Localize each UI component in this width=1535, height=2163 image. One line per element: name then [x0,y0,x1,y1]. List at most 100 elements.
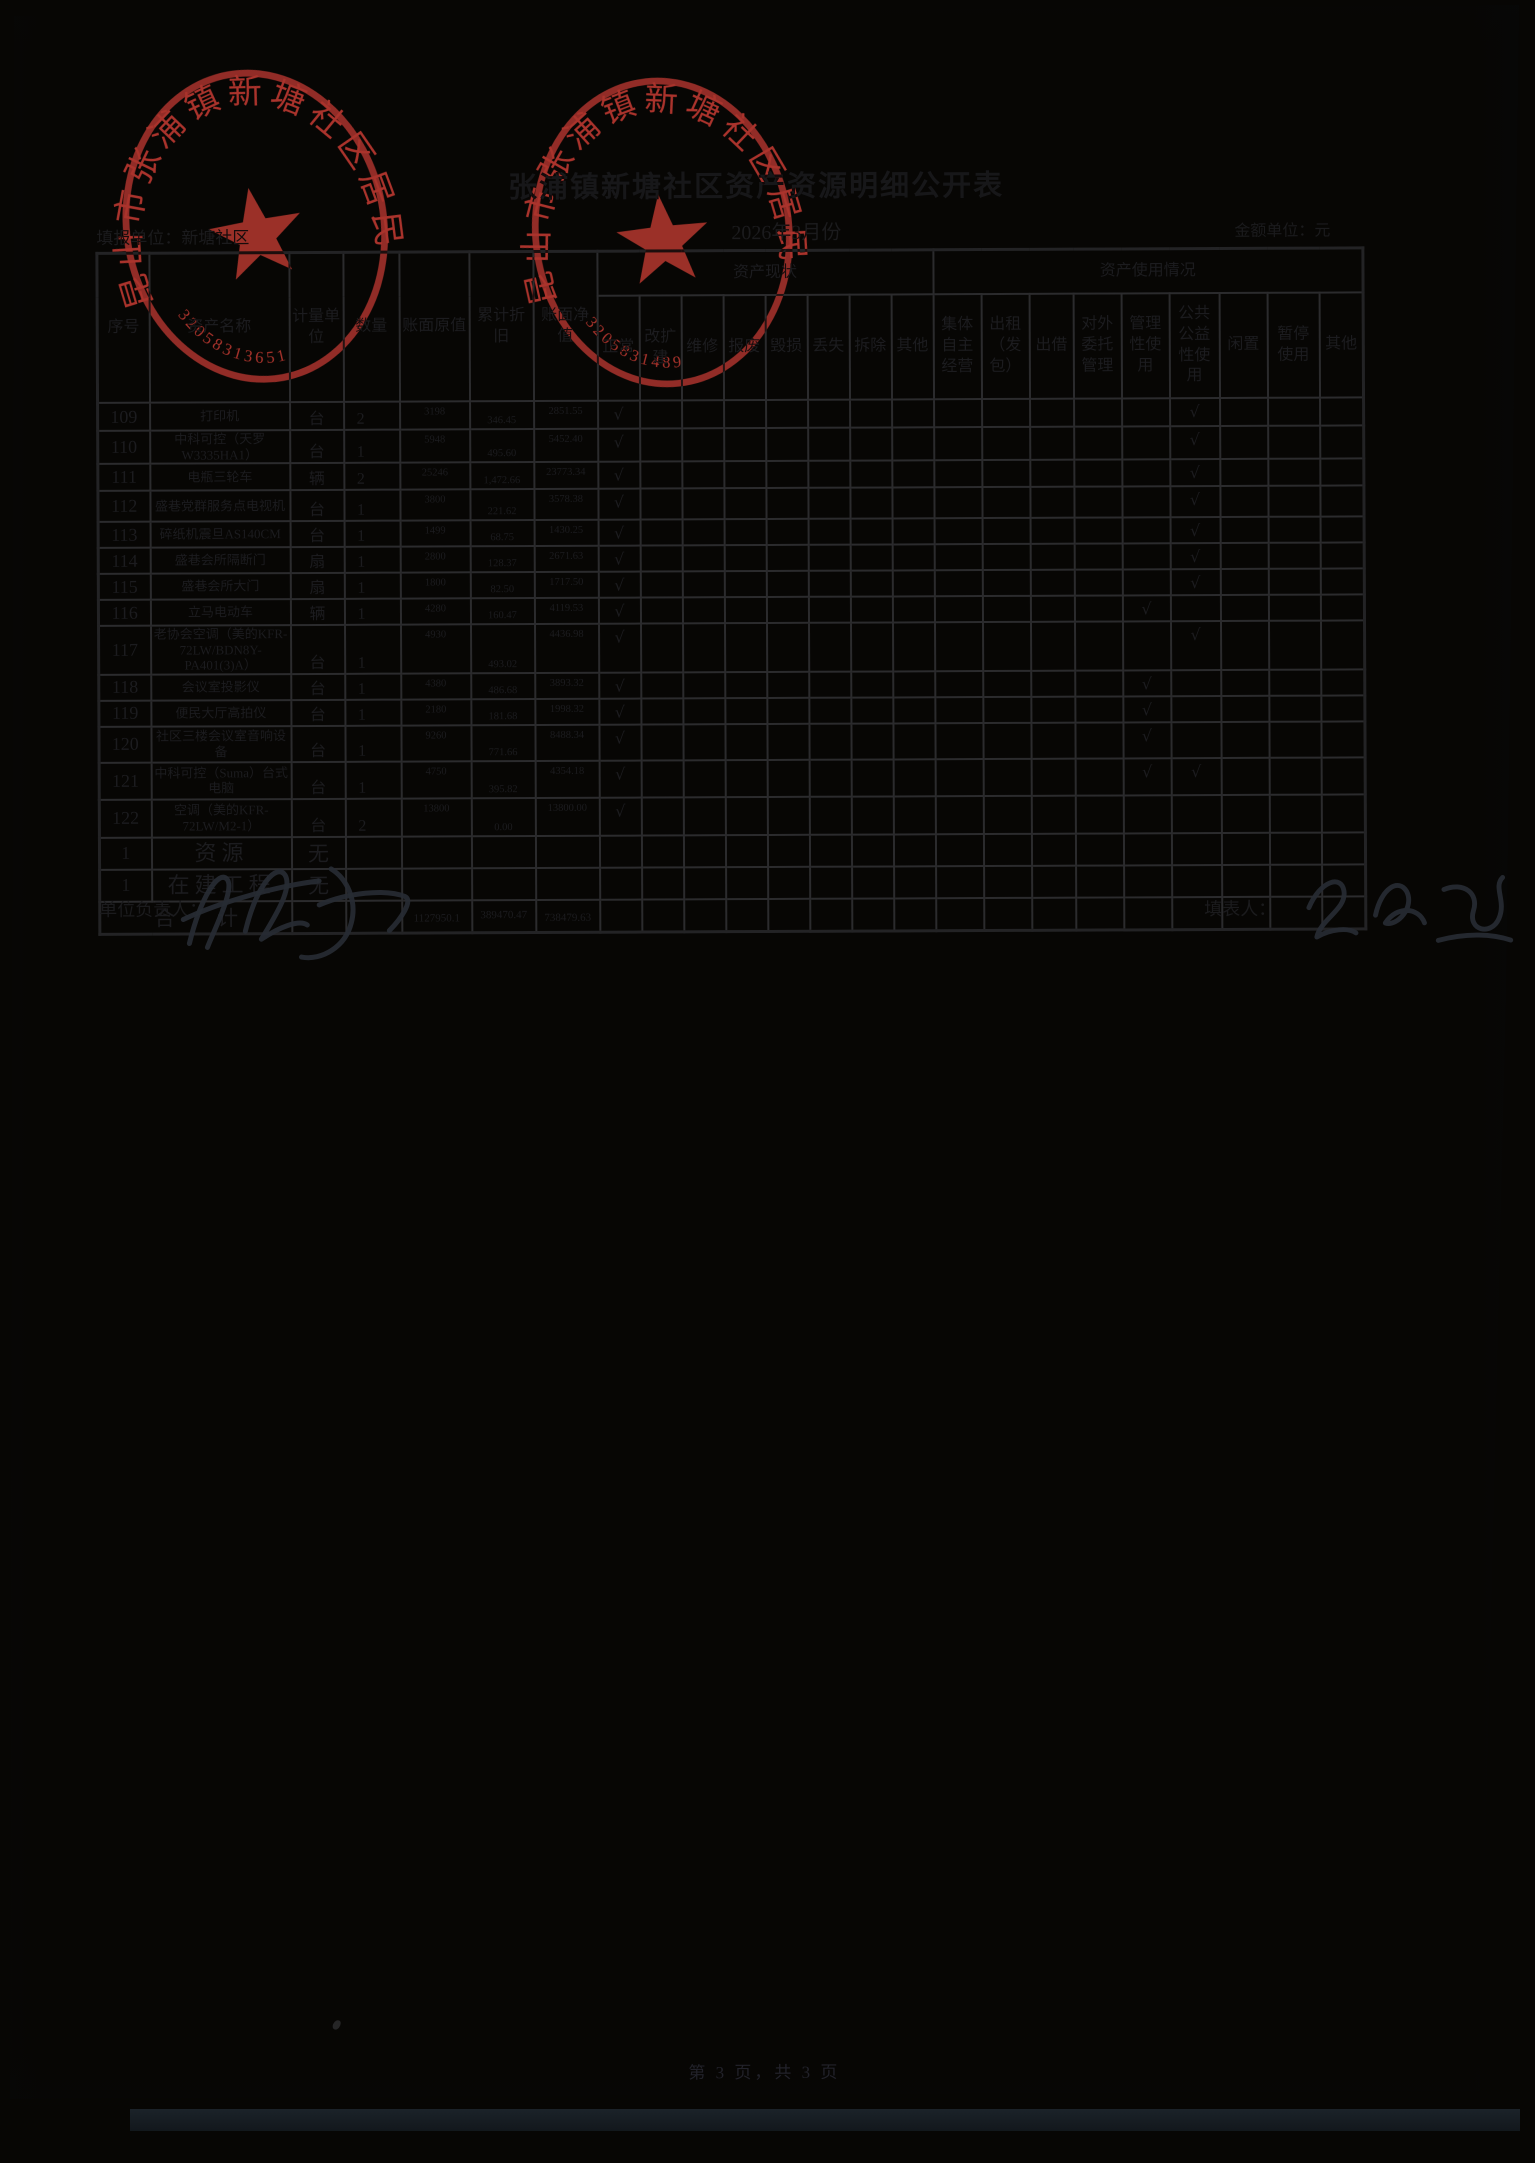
cell-net-value: 1430.25 [534,519,599,547]
status-cell-改扩建 [641,760,684,798]
usage-cell-出借 [1029,426,1074,461]
empty-cell [851,834,894,867]
empty-cell [641,899,684,933]
cell-original-value: 1499 [400,520,471,547]
status-cell-毁损 [766,597,809,624]
usage-cell-管理性使用 [1121,398,1170,427]
empty-cell [1171,832,1222,866]
sub-column-header-14: 闲置 [1219,292,1268,399]
status-cell-毁损 [766,571,809,598]
cell-net-value: 4436.98 [534,623,599,673]
cell-net-value: 23773.34 [533,461,598,490]
cell-no: 114 [98,547,151,575]
status-cell-维修 [683,760,726,798]
status-cell-报废 [723,428,766,462]
cell-qty: 1 [343,489,401,522]
status-cell-其他 [892,622,935,672]
status-cell-维修 [682,724,726,761]
status-cell-毁损 [766,723,810,760]
cell-depreciation: 82.50 [470,572,535,599]
status-cell-拆除 [849,399,892,428]
cell-unit: 台 [290,521,345,548]
cell-no: 122 [99,799,152,838]
usage-cell-对外委托管理 [1074,517,1123,544]
asset-row-117: 117 老协会空调（美的KFR-72LW/BDN8Y-PA401(3)A）台 1 49… [98,620,1365,675]
usage-cell-其他 [1319,485,1365,517]
usage-cell-对外委托管理 [1075,795,1124,834]
svg-text:32058313651: 32058313651 [173,290,291,383]
status-cell-改扩建 [640,545,683,572]
status-cell-拆除 [850,570,893,597]
usage-cell-出租（发包） [983,758,1032,797]
status-cell-毁损 [767,759,810,797]
cell-qty: 1 [343,429,400,464]
status-cell-丢失 [808,697,851,724]
page-footer: 第 3 页，共 3 页 [688,2062,841,2083]
usage-cell-出租（发包） [981,460,1030,488]
status-cell-正常: √ [598,545,641,572]
usage-cell-公共公益性使用: √ [1170,569,1221,596]
cell-net-value: 4119.53 [534,597,599,625]
usage-cell-出租（发包） [982,670,1031,698]
usage-cell-公共公益性使用 [1170,669,1221,697]
usage-cell-公共公益性使用: √ [1170,543,1221,570]
cell-qty: 1 [344,624,401,674]
cell-qty: 1 [344,546,401,574]
usage-cell-其他 [1320,721,1366,758]
usage-cell-出借 [1030,670,1075,697]
usage-cell-管理性使用 [1122,621,1171,671]
status-cell-正常: √ [598,519,641,546]
cell-original-value: 4380 [400,673,471,700]
status-cell-改扩建 [641,797,684,836]
status-cell-拆除 [850,723,894,760]
usage-cell-其他 [1320,516,1365,543]
usage-cell-暂停使用 [1268,568,1321,595]
empty-cell [1075,897,1124,931]
usage-cell-闲置 [1220,516,1269,544]
empty-cell [893,834,936,867]
cell-name: 盛巷党群服务点电视机 [149,490,291,522]
usage-cell-其他 [1321,757,1366,795]
sub-column-header-6: 拆除 [849,294,892,400]
usage-cell-出借 [1030,722,1076,759]
svg-text:昆山市张浦镇新塘社区居民委员会: 昆山市张浦镇新塘社区居民委员会 [501,52,814,311]
cell-depreciation: 486.68 [470,672,535,700]
status-cell-报废 [723,488,767,520]
cell-net-value: 1717.50 [534,571,599,599]
usage-cell-闲置 [1220,568,1269,596]
usage-cell-公共公益性使用 [1170,595,1221,622]
status-cell-其他 [891,487,935,519]
empty-cell [1171,864,1222,898]
usage-cell-出借 [1031,758,1076,796]
status-cell-毁损 [765,427,808,462]
status-cell-正常: √ [598,698,641,725]
usage-cell-管理性使用 [1122,543,1171,570]
status-cell-毁损 [767,796,810,835]
empty-cell [1123,833,1172,866]
usage-cell-出借 [1030,595,1075,623]
usage-cell-对外委托管理 [1073,426,1122,460]
cell-unit: 台 [290,625,345,675]
usage-cell-公共公益性使用: √ [1170,621,1221,671]
cell-no: 115 [98,573,151,601]
usage-cell-暂停使用 [1268,669,1321,696]
cell-qty: 1 [344,572,401,600]
status-cell-其他 [892,596,935,623]
usage-cell-闲置 [1220,721,1270,758]
usage-cell-出租（发包） [983,795,1032,835]
empty-cell [809,834,852,867]
usage-cell-其他 [1319,458,1364,486]
cell-depreciation: 1,472.66 [469,462,534,490]
sub-column-header-12: 管理性使用 [1121,293,1170,399]
usage-cell-集体自主经营 [933,460,982,488]
usage-cell-出借 [1030,621,1075,671]
usage-cell-集体自主经营 [934,723,984,760]
asset-row-120: 120 社区三楼会议室音响设备台 1 9260 771.66 8488.34 √ √ [98,721,1366,763]
usage-cell-暂停使用 [1267,425,1320,459]
cell-original-value: 4280 [400,598,471,625]
status-cell-拆除 [850,697,893,724]
empty-cell [809,898,852,932]
usage-cell-公共公益性使用 [1170,695,1221,723]
usage-cell-公共公益性使用: √ [1169,426,1220,460]
empty-cell [683,899,726,932]
